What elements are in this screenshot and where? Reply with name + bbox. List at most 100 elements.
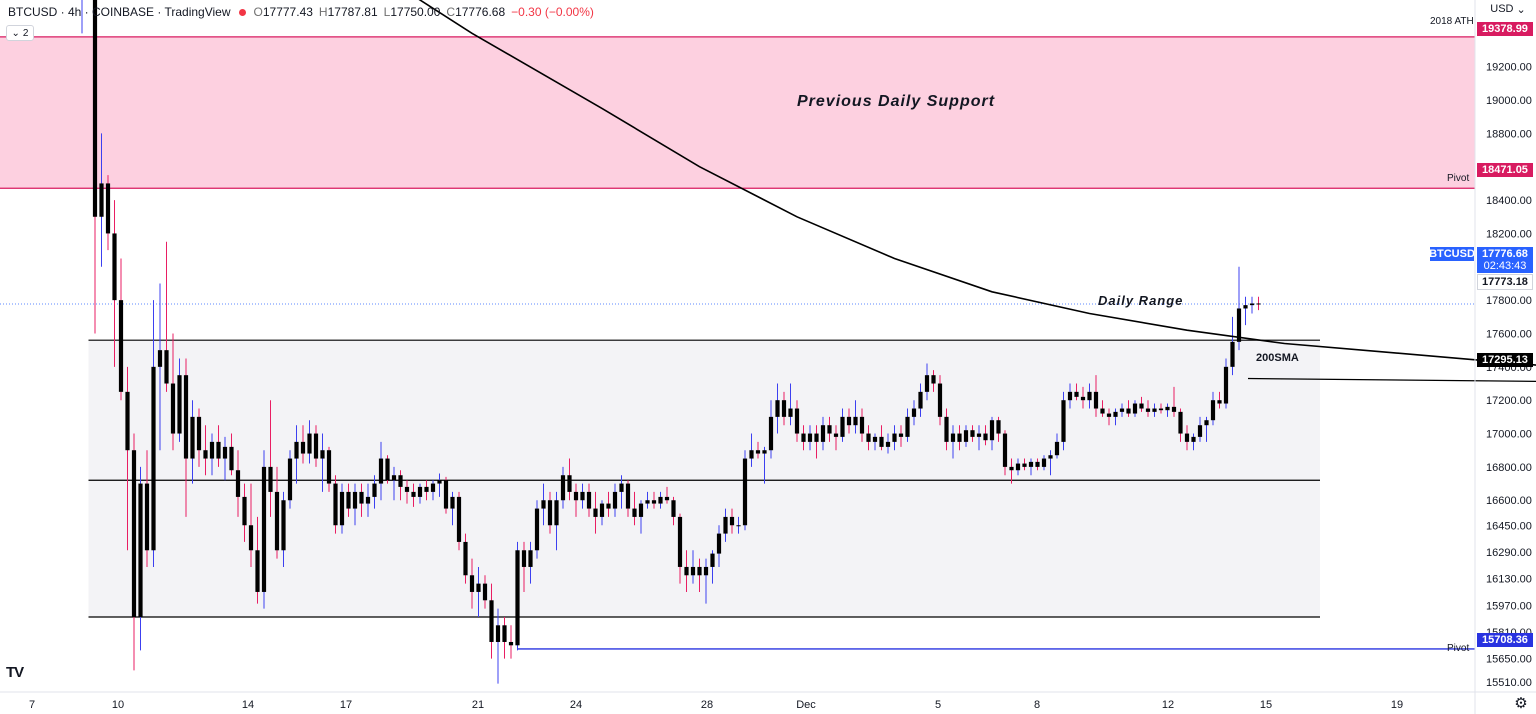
candle-body bbox=[742, 458, 748, 526]
candle-body bbox=[515, 550, 520, 646]
candle-body bbox=[92, 0, 98, 217]
candle-body bbox=[820, 425, 826, 442]
candle-body bbox=[398, 475, 403, 487]
candle-body bbox=[541, 500, 546, 509]
candle-body bbox=[963, 430, 969, 442]
candle-body bbox=[1132, 403, 1138, 414]
ohlc-high: H17787.81 bbox=[318, 5, 378, 19]
candle-body bbox=[1171, 406, 1177, 412]
candle-body bbox=[768, 416, 774, 451]
candle-body bbox=[729, 516, 735, 526]
candle-body bbox=[918, 391, 923, 409]
candle-body bbox=[528, 550, 533, 567]
ath-note: 2018 ATH bbox=[1430, 16, 1474, 27]
candle-body bbox=[950, 433, 956, 442]
candle-body bbox=[164, 350, 169, 384]
pivot-low-note: Pivot bbox=[1447, 643, 1470, 654]
candle-body bbox=[1074, 391, 1079, 397]
candle-body bbox=[196, 416, 202, 451]
candle-body bbox=[645, 500, 650, 504]
y-tick-label: 18200.00 bbox=[1486, 228, 1532, 240]
y-tick-label: 16450.00 bbox=[1486, 520, 1532, 532]
candle-body bbox=[450, 496, 455, 509]
candle-body bbox=[872, 436, 878, 442]
candle-body bbox=[261, 466, 267, 592]
candle-body bbox=[359, 491, 364, 504]
candle-body bbox=[749, 450, 754, 459]
chevron-down-icon: ⌄ bbox=[1516, 3, 1526, 16]
gear-icon[interactable]: ⚙ bbox=[1514, 695, 1528, 712]
x-tick-label: 5 bbox=[935, 699, 941, 711]
y-tick-label: 17200.00 bbox=[1486, 395, 1532, 407]
candle-body bbox=[1041, 458, 1047, 467]
candle-body bbox=[911, 408, 917, 417]
y-tick-label: 18800.00 bbox=[1486, 128, 1532, 140]
candle-body bbox=[1015, 463, 1021, 471]
candle-body bbox=[1080, 396, 1086, 401]
currency-dropdown[interactable]: USD ⌄ bbox=[1480, 0, 1536, 18]
candle-body bbox=[144, 483, 150, 551]
candle-body bbox=[1106, 413, 1112, 417]
candle-body bbox=[307, 433, 312, 454]
candle-body bbox=[651, 500, 657, 504]
y-tick-label: 16800.00 bbox=[1486, 462, 1532, 474]
y-tick-label: 19000.00 bbox=[1486, 95, 1532, 107]
candle-body bbox=[690, 566, 696, 576]
candle-body bbox=[112, 233, 117, 301]
candle-body bbox=[482, 583, 488, 601]
candle-body bbox=[1139, 403, 1144, 409]
candle-body bbox=[417, 486, 423, 497]
candle-body bbox=[1035, 461, 1040, 467]
candle-body bbox=[333, 483, 338, 526]
candle-body bbox=[274, 491, 280, 551]
indicators-toggle-button[interactable]: ⌄ 2 bbox=[6, 25, 34, 41]
candle-body bbox=[131, 450, 137, 617]
candle-body bbox=[983, 433, 988, 441]
candle-body bbox=[1093, 391, 1099, 409]
candle-body bbox=[762, 450, 767, 454]
candle-body bbox=[1009, 466, 1014, 471]
candle-body bbox=[625, 483, 631, 509]
candle-body bbox=[320, 450, 325, 459]
candle-body bbox=[1126, 408, 1131, 414]
candle-body bbox=[339, 491, 345, 526]
candle-body bbox=[521, 550, 527, 567]
candle-body bbox=[989, 420, 995, 441]
daily-range-annotation: Daily Range bbox=[1098, 293, 1184, 308]
candle-body bbox=[606, 503, 611, 509]
candle-body bbox=[372, 483, 377, 497]
symbol-title[interactable]: BTCUSD · 4h · COINBASE · TradingView bbox=[8, 5, 231, 19]
candle-body bbox=[248, 525, 254, 551]
candle-body bbox=[385, 458, 390, 481]
candle-body bbox=[1022, 463, 1027, 467]
pivot-high-price-tag: 18471.05 bbox=[1477, 163, 1533, 177]
candle-body bbox=[183, 375, 189, 459]
candle-body bbox=[391, 475, 397, 481]
candle-body bbox=[781, 400, 787, 417]
candle-body bbox=[1210, 400, 1216, 421]
x-tick-label: 10 bbox=[112, 699, 124, 711]
ohlc-open: O17777.43 bbox=[253, 5, 313, 19]
candle-body bbox=[1217, 400, 1222, 404]
tradingview-logo-icon[interactable]: TV bbox=[6, 664, 24, 681]
candle-body bbox=[619, 483, 624, 492]
candle-body bbox=[671, 500, 676, 517]
candle-body bbox=[567, 475, 572, 492]
x-tick-label: 14 bbox=[242, 699, 254, 711]
candle-body bbox=[1204, 420, 1209, 426]
candle-body bbox=[170, 383, 176, 434]
candle-body bbox=[1184, 433, 1190, 442]
candle-body bbox=[1054, 441, 1060, 456]
candle-body bbox=[638, 503, 644, 517]
currency-label: USD bbox=[1490, 3, 1514, 15]
sma-annotation: 200SMA bbox=[1256, 352, 1299, 364]
candle-body bbox=[203, 450, 208, 459]
y-tick-label: 19200.00 bbox=[1486, 62, 1532, 74]
candle-body bbox=[924, 375, 930, 392]
candle-body bbox=[1067, 391, 1073, 401]
pivot-low-price-tag: 15708.36 bbox=[1477, 633, 1533, 647]
candle-body bbox=[944, 416, 949, 442]
candle-body bbox=[931, 375, 936, 384]
